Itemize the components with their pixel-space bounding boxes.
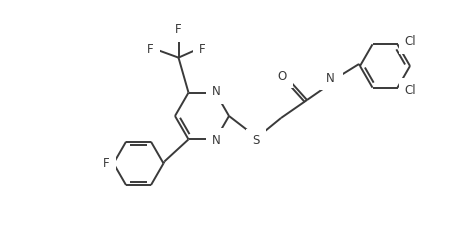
Text: F: F <box>175 23 182 36</box>
Text: O: O <box>278 69 286 83</box>
Text: Cl: Cl <box>404 35 416 48</box>
Text: Cl: Cl <box>404 84 416 97</box>
Text: N: N <box>212 134 221 147</box>
Text: H: H <box>330 69 338 79</box>
Text: F: F <box>147 43 154 56</box>
Text: F: F <box>199 43 206 56</box>
Text: N: N <box>326 72 334 84</box>
Text: S: S <box>252 135 260 148</box>
Text: N: N <box>212 85 221 98</box>
Text: F: F <box>103 157 110 170</box>
